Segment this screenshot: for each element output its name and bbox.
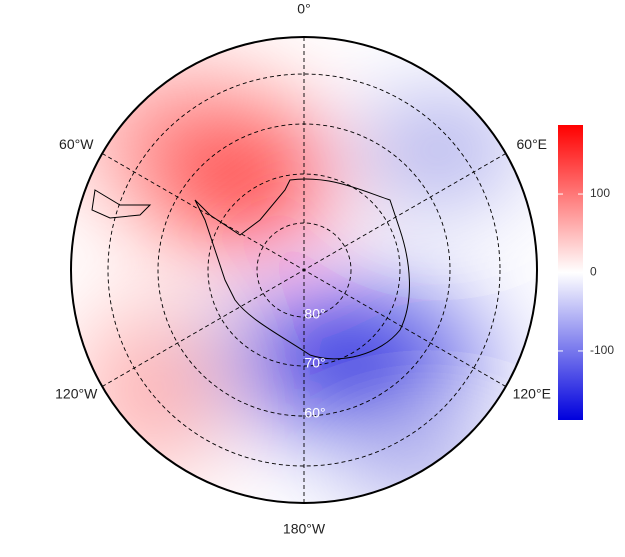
colorbar-tick-label: 0 <box>590 265 597 279</box>
longitude-label: 60°E <box>517 136 548 152</box>
field <box>71 37 537 503</box>
coastline <box>91 178 410 360</box>
longitude-label: 60°W <box>59 136 94 152</box>
latitude-label: 80° <box>304 306 325 322</box>
longitude-label: 120°W <box>55 386 98 402</box>
meridian <box>101 153 507 387</box>
latitude-label: 70° <box>304 355 325 371</box>
colorbar-tick-label: -100 <box>590 343 614 357</box>
longitude-label: 120°E <box>513 386 551 402</box>
latitude-label: 60° <box>304 405 325 421</box>
map-border <box>70 36 538 504</box>
longitude-label: 0° <box>297 1 310 17</box>
colorbar-tick-label: 100 <box>590 186 610 200</box>
graticule <box>101 37 507 503</box>
longitude-label: 180°W <box>283 521 326 537</box>
